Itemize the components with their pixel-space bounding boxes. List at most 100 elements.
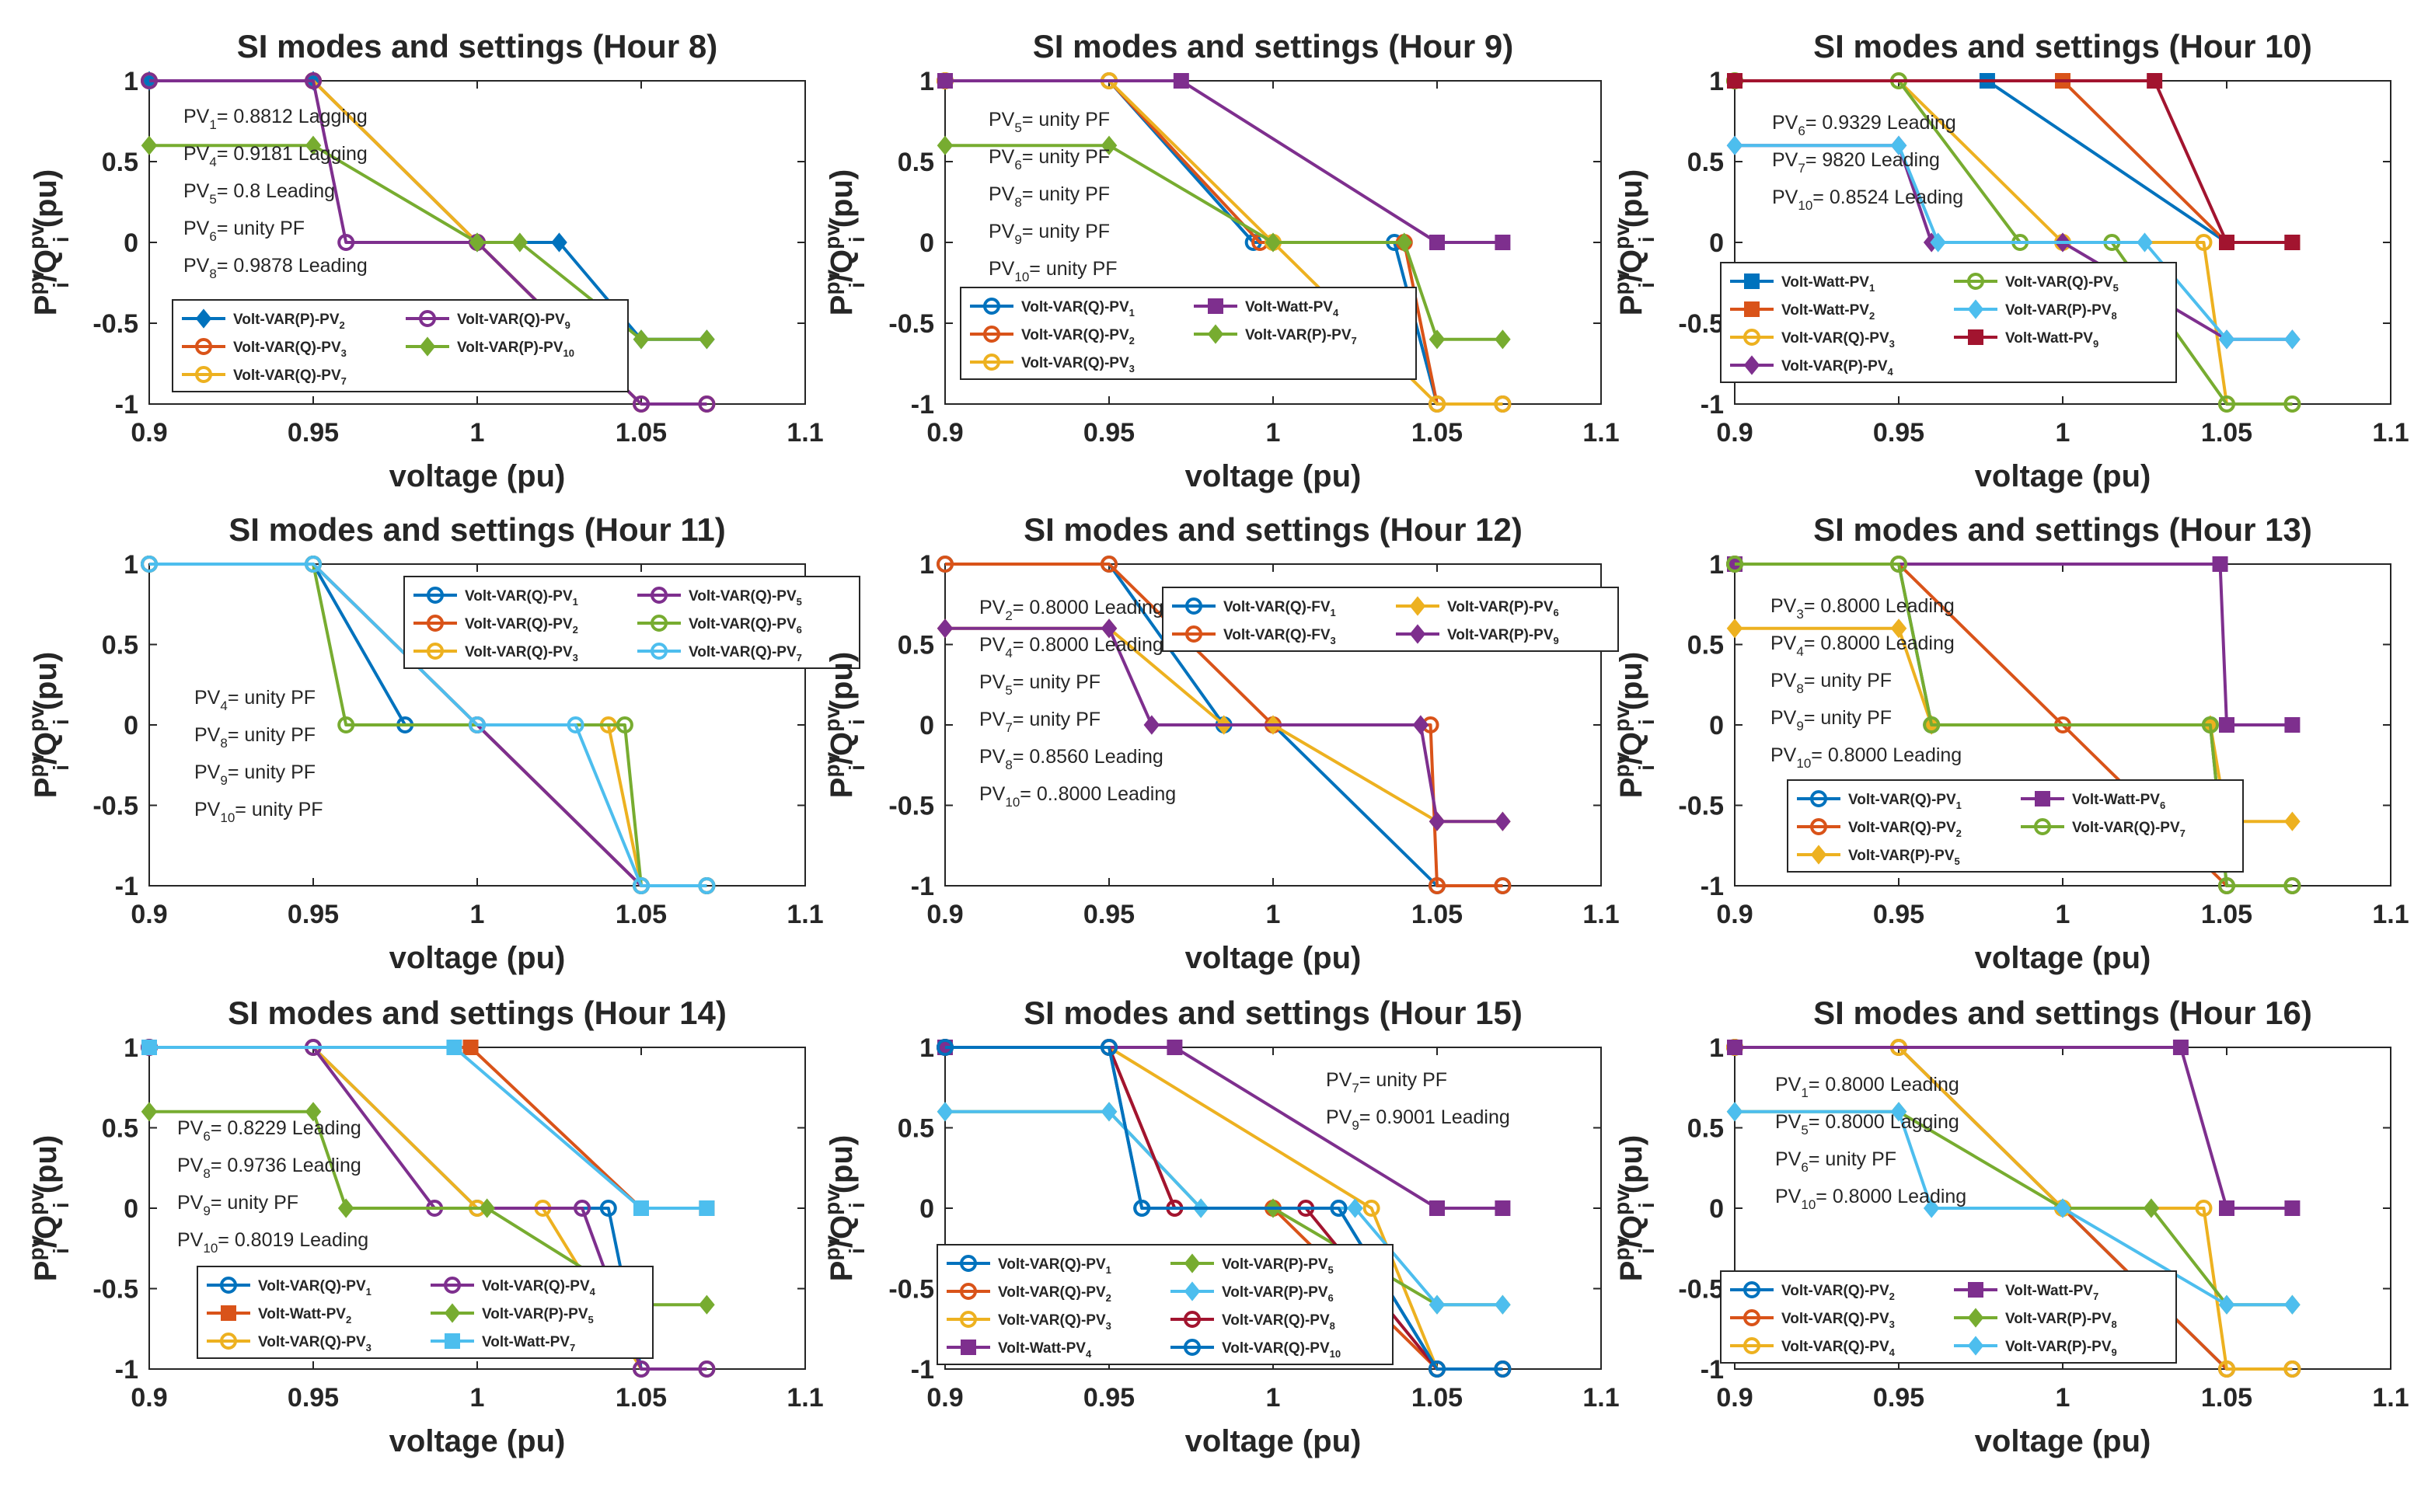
data-point <box>1101 556 1118 573</box>
series-line <box>1735 79 2293 244</box>
data-point <box>699 1200 715 1216</box>
pf-note: PV2= 0.8000 Leading <box>979 597 1163 623</box>
y-tick-label: 1 <box>919 550 934 580</box>
data-point <box>469 716 486 733</box>
data-point <box>698 395 716 413</box>
legend-entry: Volt-VAR(P)-PV9 <box>1447 627 1559 646</box>
x-tick-label: 0.95 <box>1083 418 1135 448</box>
x-tick-label: 0.9 <box>1716 900 1753 929</box>
data-point <box>633 877 650 894</box>
data-point <box>1890 135 1907 155</box>
legend-marker <box>1968 329 1983 345</box>
x-tick-label: 1.1 <box>1582 418 1619 448</box>
data-point <box>1494 1360 1512 1378</box>
legend-marker <box>1743 1281 1760 1298</box>
data-point <box>2283 877 2301 894</box>
data-point <box>699 329 715 350</box>
legend-box <box>1162 587 1619 652</box>
data-point <box>1429 395 1446 413</box>
data-point <box>1429 329 1446 350</box>
data-point <box>1494 877 1512 894</box>
legend-marker <box>983 354 1000 371</box>
y-tick-label: -0.5 <box>888 1275 934 1305</box>
x-tick-label: 1.1 <box>1582 900 1619 929</box>
legend-entry: Volt-VAR(Q)-FV3 <box>1223 627 1336 646</box>
x-axis-label: voltage (pu) <box>1185 459 1362 493</box>
x-tick-label: 1 <box>2056 900 2070 929</box>
pf-note: PV7= unity PF <box>1326 1069 1447 1096</box>
legend-entry: Volt-Watt-PV7 <box>482 1334 575 1353</box>
data-point <box>1727 1040 1743 1055</box>
y-tick-label: 0.5 <box>102 148 138 177</box>
legend-box <box>197 1266 654 1359</box>
pf-note: PV5= unity PF <box>979 671 1101 698</box>
chart-title: SI modes and settings (Hour 12) <box>1024 511 1523 548</box>
legend-marker <box>195 338 212 355</box>
data-point <box>2218 1294 2235 1315</box>
legend: Volt-VAR(Q)-PV2 Volt-VAR(Q)-PV3 Volt-VAR(Q… <box>1720 1270 2177 1364</box>
data-point <box>1890 1102 1907 1122</box>
data-point <box>2218 877 2235 894</box>
x-tick-label: 1.1 <box>787 418 823 448</box>
data-point <box>633 1200 649 1216</box>
legend-marker <box>1744 273 1760 289</box>
legend-marker <box>1967 1308 1984 1328</box>
pf-note: PV9= unity PF <box>194 761 316 788</box>
series-line <box>1735 563 2293 887</box>
data-point <box>2218 329 2235 350</box>
legend-entry: Volt-VAR(Q)-PV1 <box>1021 299 1135 319</box>
pf-note: PV8= unity PF <box>194 724 316 751</box>
data-point <box>1429 811 1446 831</box>
data-point <box>2195 1200 2213 1217</box>
pf-note: PV5= unity PF <box>989 109 1110 135</box>
legend-entry: Volt-Watt-PV2 <box>1781 302 1875 322</box>
data-point <box>599 1200 617 1217</box>
pf-note: PV6= unity PF <box>989 146 1110 172</box>
pf-note: PV8= unity PF <box>1770 670 1892 696</box>
pf-note: PV4= 0.8000 Leading <box>1770 632 1955 659</box>
series-line <box>149 144 707 341</box>
y-tick-label: 0 <box>1709 1194 1724 1224</box>
data-point <box>1101 135 1118 155</box>
legend-marker <box>651 615 668 632</box>
data-point <box>1330 1200 1348 1217</box>
y-tick-label: -1 <box>911 1355 934 1385</box>
data-point <box>2143 1198 2160 1218</box>
legend-marker <box>960 1283 977 1300</box>
legend-box <box>937 1244 1394 1365</box>
pf-note: PV10= 0.8019 Leading <box>177 1229 368 1256</box>
data-point <box>937 556 954 573</box>
legend-marker <box>1184 1281 1201 1301</box>
data-point <box>1265 232 1282 253</box>
pf-note: PV4= 0.9181 Lagging <box>183 143 368 169</box>
pf-note: PV4= unity PF <box>194 687 316 713</box>
pf-note: PV5= 0.8 Leading <box>183 180 335 207</box>
legend-entry: Volt-VAR(Q)-PV10 <box>1222 1340 1341 1360</box>
x-tick-label: 0.9 <box>131 418 167 448</box>
data-point <box>2218 395 2235 413</box>
legend-marker <box>220 1333 237 1350</box>
data-point <box>2284 329 2301 350</box>
pf-note: PV10= 0.8000 Leading <box>1770 744 1962 771</box>
data-point <box>2219 1200 2234 1216</box>
data-point <box>2284 1200 2301 1216</box>
legend-marker <box>1743 329 1760 346</box>
legend-entry: Volt-VAR(Q)-PV6 <box>689 616 802 636</box>
data-point <box>1923 1198 1940 1218</box>
legend-marker <box>651 587 668 604</box>
x-tick-label: 1.05 <box>616 900 667 929</box>
legend-entry: Volt-VAR(Q)-PV2 <box>998 1284 1111 1304</box>
y-tick-label: -1 <box>115 872 138 901</box>
data-point <box>1429 1200 1445 1216</box>
x-tick-label: 0.95 <box>1083 900 1135 929</box>
chart-title: SI modes and settings (Hour 11) <box>228 511 725 548</box>
y-tick-label: 0 <box>1709 228 1724 258</box>
legend-marker <box>983 298 1000 315</box>
legend-entry: Volt-VAR(P)-PV4 <box>1781 358 1894 378</box>
x-tick-label: 0.95 <box>1083 1383 1135 1413</box>
legend-marker <box>1184 1253 1201 1273</box>
chart-panel-8: SI modes and settings (Hour 15) 0.9 0.95 1 1… <box>820 995 1620 1458</box>
legend-entry: Volt-VAR(Q)-PV3 <box>1781 330 1895 350</box>
legend-entry: Volt-VAR(Q)-PV1 <box>465 588 578 608</box>
legend-marker <box>960 1255 977 1272</box>
